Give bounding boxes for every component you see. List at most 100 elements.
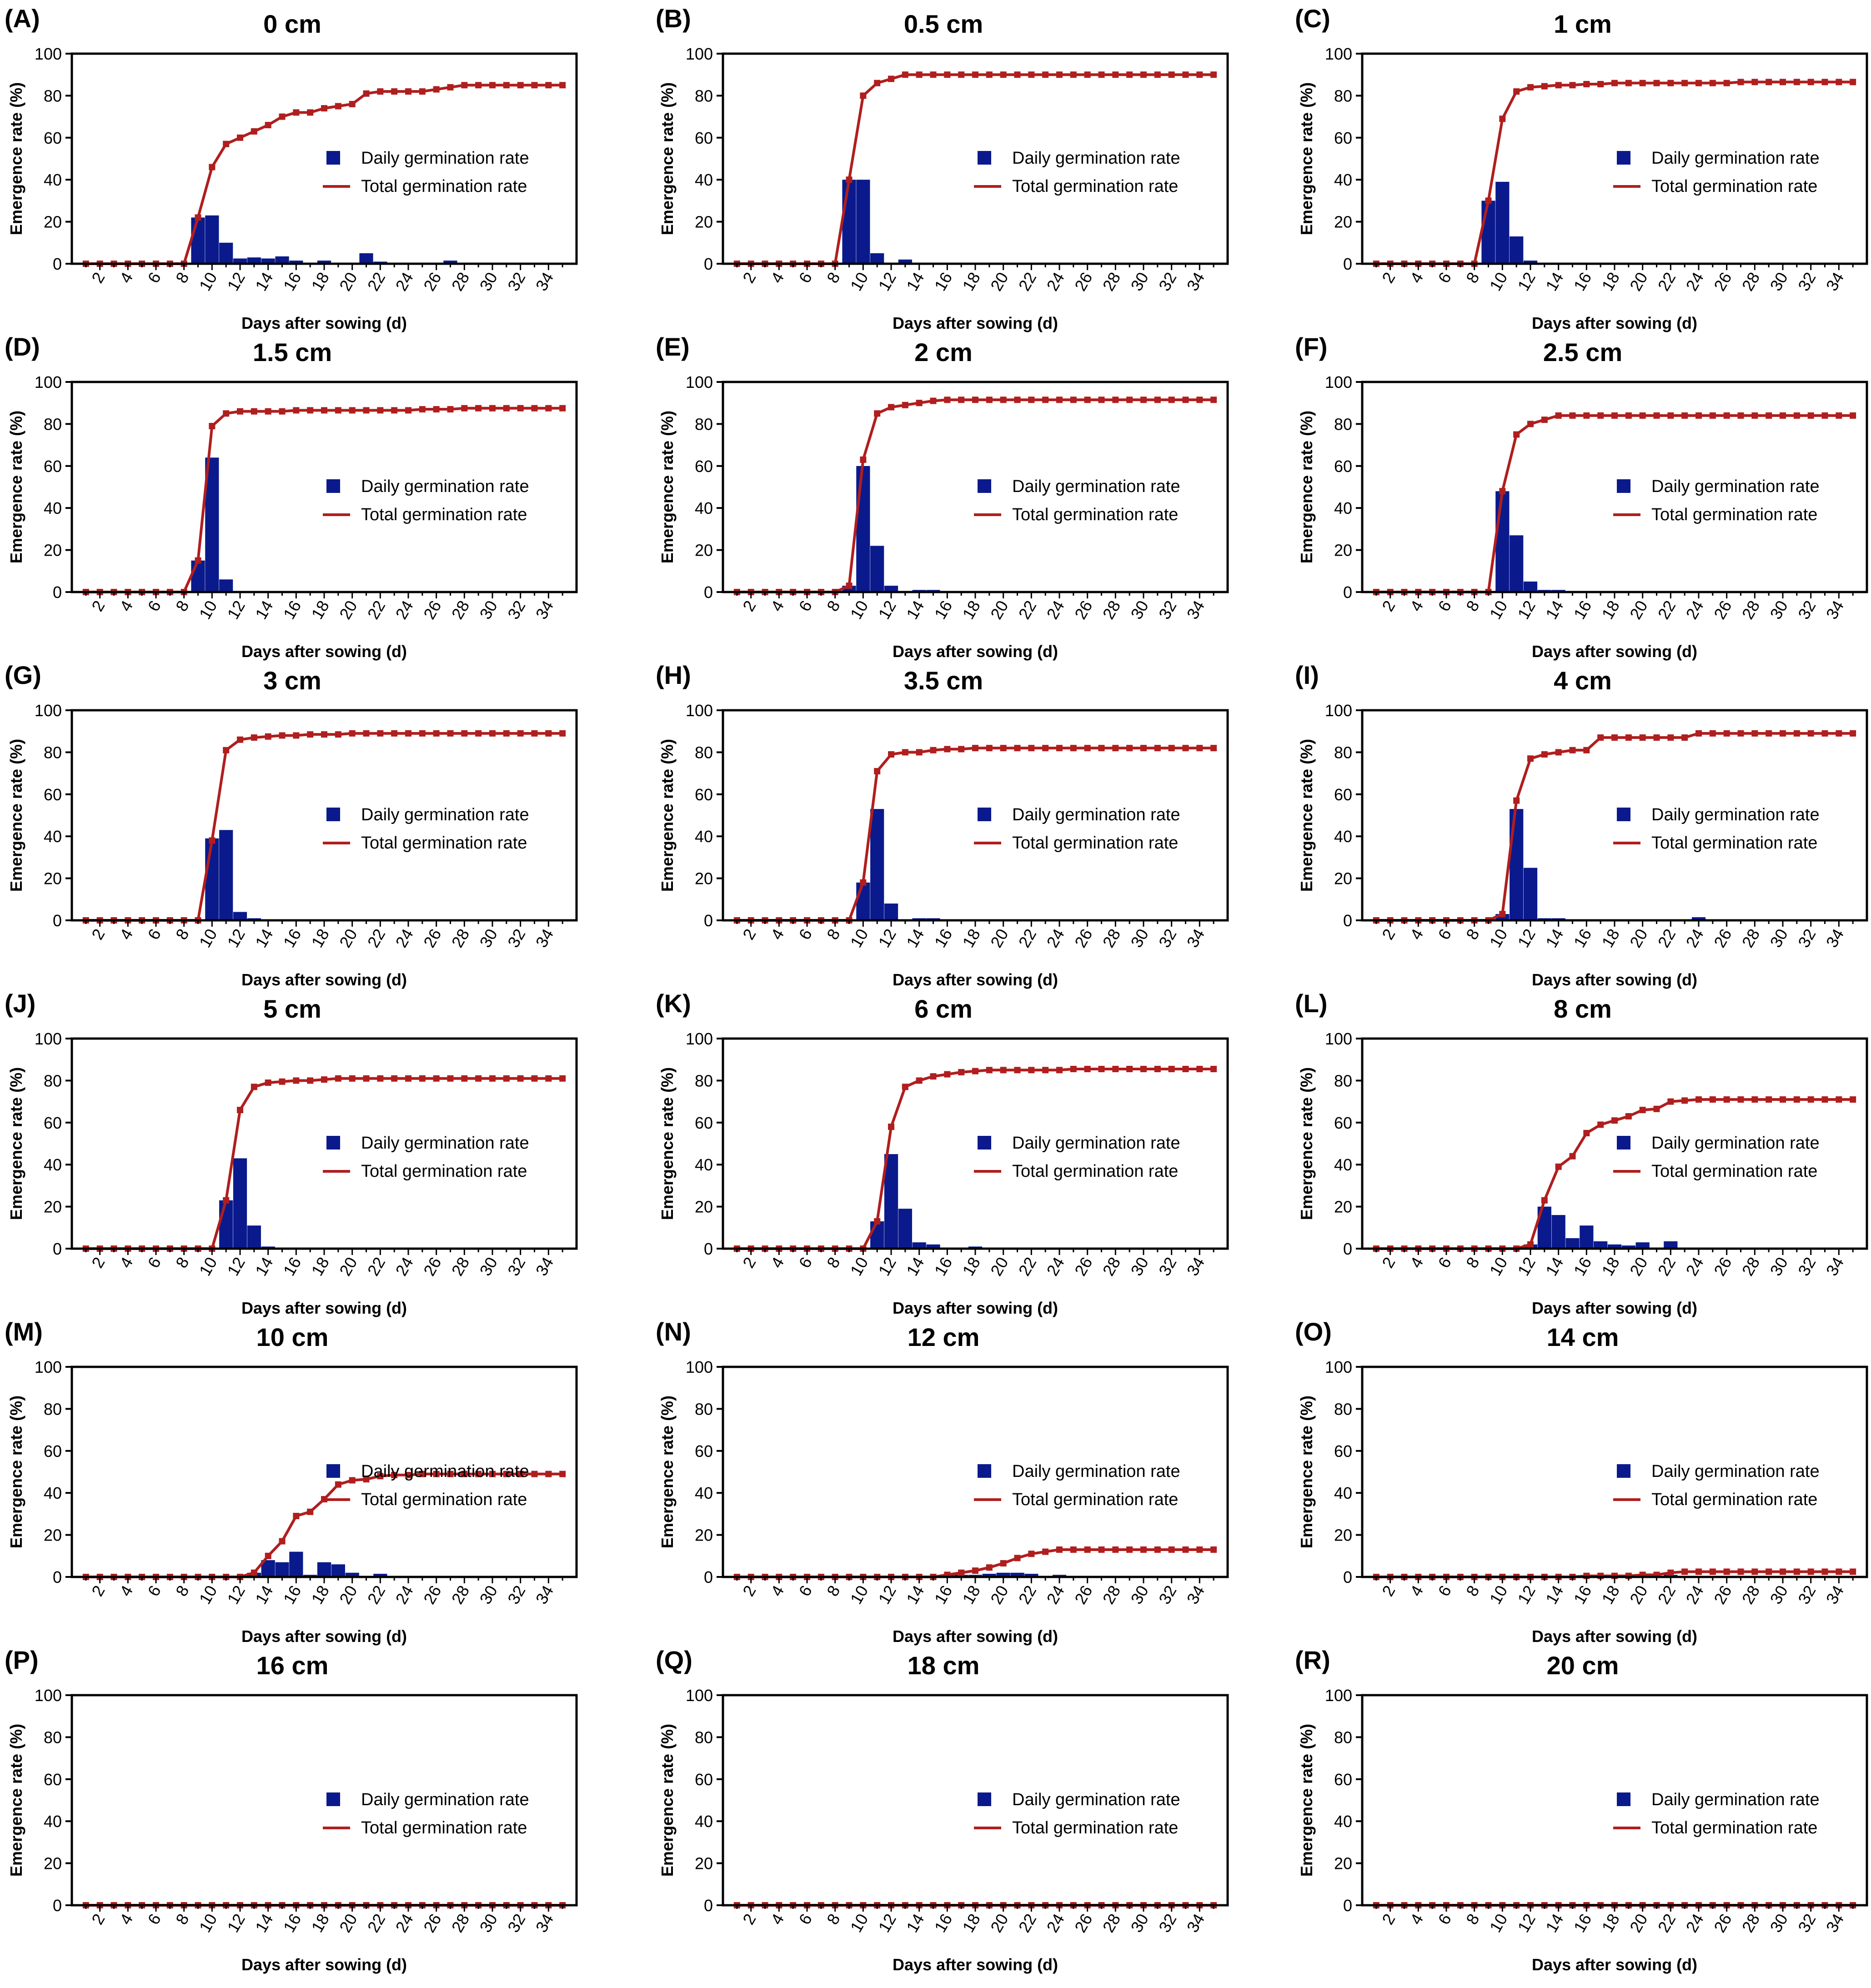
- x-tick-label: 12: [223, 926, 249, 951]
- line-point: [265, 408, 271, 415]
- line-point: [489, 1471, 496, 1477]
- legend-total-label: Total germination rate: [1012, 1818, 1178, 1837]
- line-point: [874, 410, 881, 417]
- line-point: [1695, 730, 1702, 737]
- line-point: [986, 1564, 993, 1571]
- bar: [996, 1572, 1010, 1577]
- line-point: [1766, 1568, 1772, 1575]
- line-point: [475, 82, 482, 89]
- panel-letter: (R): [1295, 1646, 1330, 1674]
- legend-daily-label: Daily germination rate: [361, 805, 529, 824]
- x-tick-label: 24: [1682, 1582, 1707, 1607]
- line-point: [517, 405, 524, 412]
- x-tick-label: 6: [795, 597, 816, 615]
- line-point: [1042, 71, 1049, 78]
- x-tick-label: 2: [739, 269, 760, 286]
- bar: [1621, 1245, 1635, 1249]
- x-tick-label: 8: [172, 926, 193, 943]
- line-point: [1070, 1546, 1077, 1553]
- line-point: [1513, 797, 1520, 804]
- y-tick-label: 100: [1325, 373, 1352, 392]
- x-tick-label: 30: [1766, 1911, 1791, 1936]
- y-tick-label: 40: [695, 1484, 713, 1502]
- x-tick-label: 34: [532, 1582, 557, 1607]
- line-point: [1154, 71, 1161, 78]
- line-point: [461, 405, 468, 412]
- x-tick-label: 4: [116, 269, 137, 286]
- line-point: [1723, 1096, 1730, 1103]
- y-tick-label: 60: [695, 1114, 713, 1132]
- y-tick-label: 20: [1334, 213, 1352, 231]
- x-tick-label: 18: [307, 926, 333, 951]
- x-tick-label: 8: [823, 1254, 844, 1271]
- x-tick-label: 18: [958, 1582, 984, 1607]
- line-point: [335, 1481, 341, 1488]
- line-point: [1541, 751, 1548, 758]
- x-tick-label: 22: [364, 597, 389, 623]
- x-tick-label: 14: [251, 1911, 277, 1936]
- line-point: [1168, 71, 1175, 78]
- bar: [1523, 868, 1538, 920]
- y-tick-label: 20: [44, 1198, 62, 1216]
- line-point: [1793, 79, 1800, 85]
- y-axis-title: Emergence rate (%): [7, 1724, 25, 1877]
- line-point: [1527, 421, 1534, 427]
- x-tick-label: 10: [847, 269, 872, 294]
- line-point: [545, 405, 552, 412]
- line-point: [531, 1471, 538, 1477]
- x-axis-title: Days after sowing (d): [1532, 314, 1697, 332]
- line-point: [1625, 80, 1632, 86]
- panel-title: 3 cm: [263, 666, 321, 695]
- legend-bar-swatch: [326, 151, 340, 165]
- line-point: [1836, 1096, 1842, 1103]
- x-tick-label: 26: [420, 269, 445, 294]
- line-point: [1780, 1096, 1786, 1103]
- line-point: [1098, 1546, 1105, 1553]
- legend-bar-swatch: [326, 1136, 340, 1150]
- line-point: [1168, 397, 1175, 403]
- x-tick-label: 10: [847, 926, 872, 951]
- x-tick-label: 12: [874, 1582, 900, 1607]
- line-point: [916, 749, 923, 756]
- line-point: [1737, 1096, 1744, 1103]
- y-tick-label: 20: [44, 1854, 62, 1873]
- line-point: [1154, 745, 1161, 752]
- bar: [856, 466, 870, 592]
- x-tick-label: 18: [958, 269, 984, 294]
- x-tick-label: 32: [1794, 1254, 1820, 1279]
- x-tick-label: 34: [532, 597, 557, 623]
- x-tick-label: 2: [88, 1911, 109, 1928]
- line-point: [209, 164, 216, 171]
- line-point: [503, 405, 510, 412]
- x-tick-label: 12: [1514, 926, 1539, 951]
- line-point: [916, 71, 923, 78]
- line-point: [461, 1075, 468, 1082]
- line-point: [1597, 412, 1604, 419]
- line-point: [1168, 1546, 1175, 1553]
- panel-letter: (O): [1295, 1317, 1332, 1346]
- x-axis-title: Days after sowing (d): [1532, 1955, 1697, 1974]
- x-tick-label: 16: [1570, 597, 1595, 623]
- x-tick-label: 32: [504, 1911, 529, 1936]
- legend-daily-label: Daily germination rate: [1651, 1134, 1820, 1153]
- y-tick-label: 40: [695, 171, 713, 189]
- x-tick-label: 24: [1682, 1911, 1707, 1936]
- x-tick-label: 32: [504, 1582, 529, 1607]
- y-tick-label: 60: [695, 1442, 713, 1461]
- y-tick-label: 20: [1334, 1854, 1352, 1873]
- line-point: [958, 1569, 965, 1576]
- x-tick-label: 30: [1127, 1254, 1152, 1279]
- x-tick-label: 14: [1542, 597, 1567, 623]
- line-point: [405, 730, 411, 737]
- x-tick-label: 22: [1015, 1911, 1040, 1936]
- x-tick-label: 6: [795, 1254, 816, 1271]
- line-point: [1098, 397, 1105, 403]
- line-point: [1070, 71, 1077, 78]
- panel-title: 2.5 cm: [1543, 338, 1622, 366]
- bar: [205, 838, 219, 920]
- line-point: [1028, 397, 1035, 403]
